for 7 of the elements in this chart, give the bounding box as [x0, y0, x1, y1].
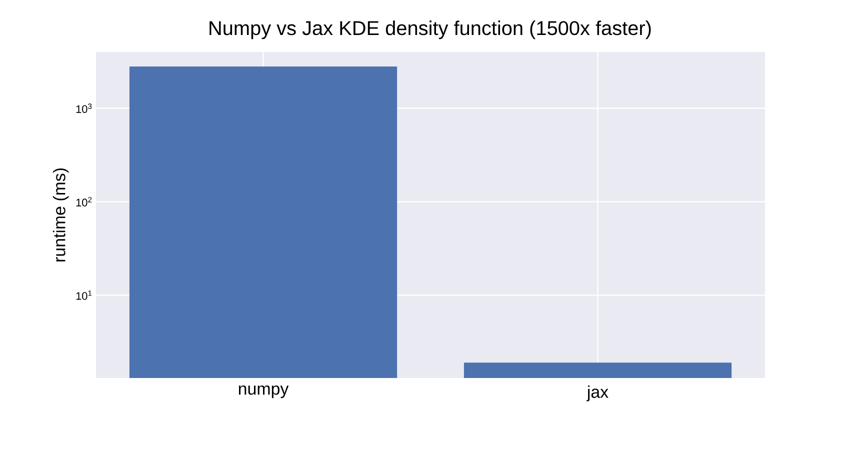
y-tick-label: 10$^{1}$ — [76, 290, 92, 300]
y-axis-title: runtime (ms) — [52, 168, 69, 262]
y-tick-label: 10$^{3}$ — [76, 104, 92, 113]
x-tick-label: numpy — [238, 386, 289, 398]
x-tick-label: jax — [586, 386, 608, 402]
y-tick-label: 10$^{2}$ — [76, 197, 92, 206]
chart-title: Numpy vs Jax KDE density function (1500x faster) — [210, 20, 651, 40]
